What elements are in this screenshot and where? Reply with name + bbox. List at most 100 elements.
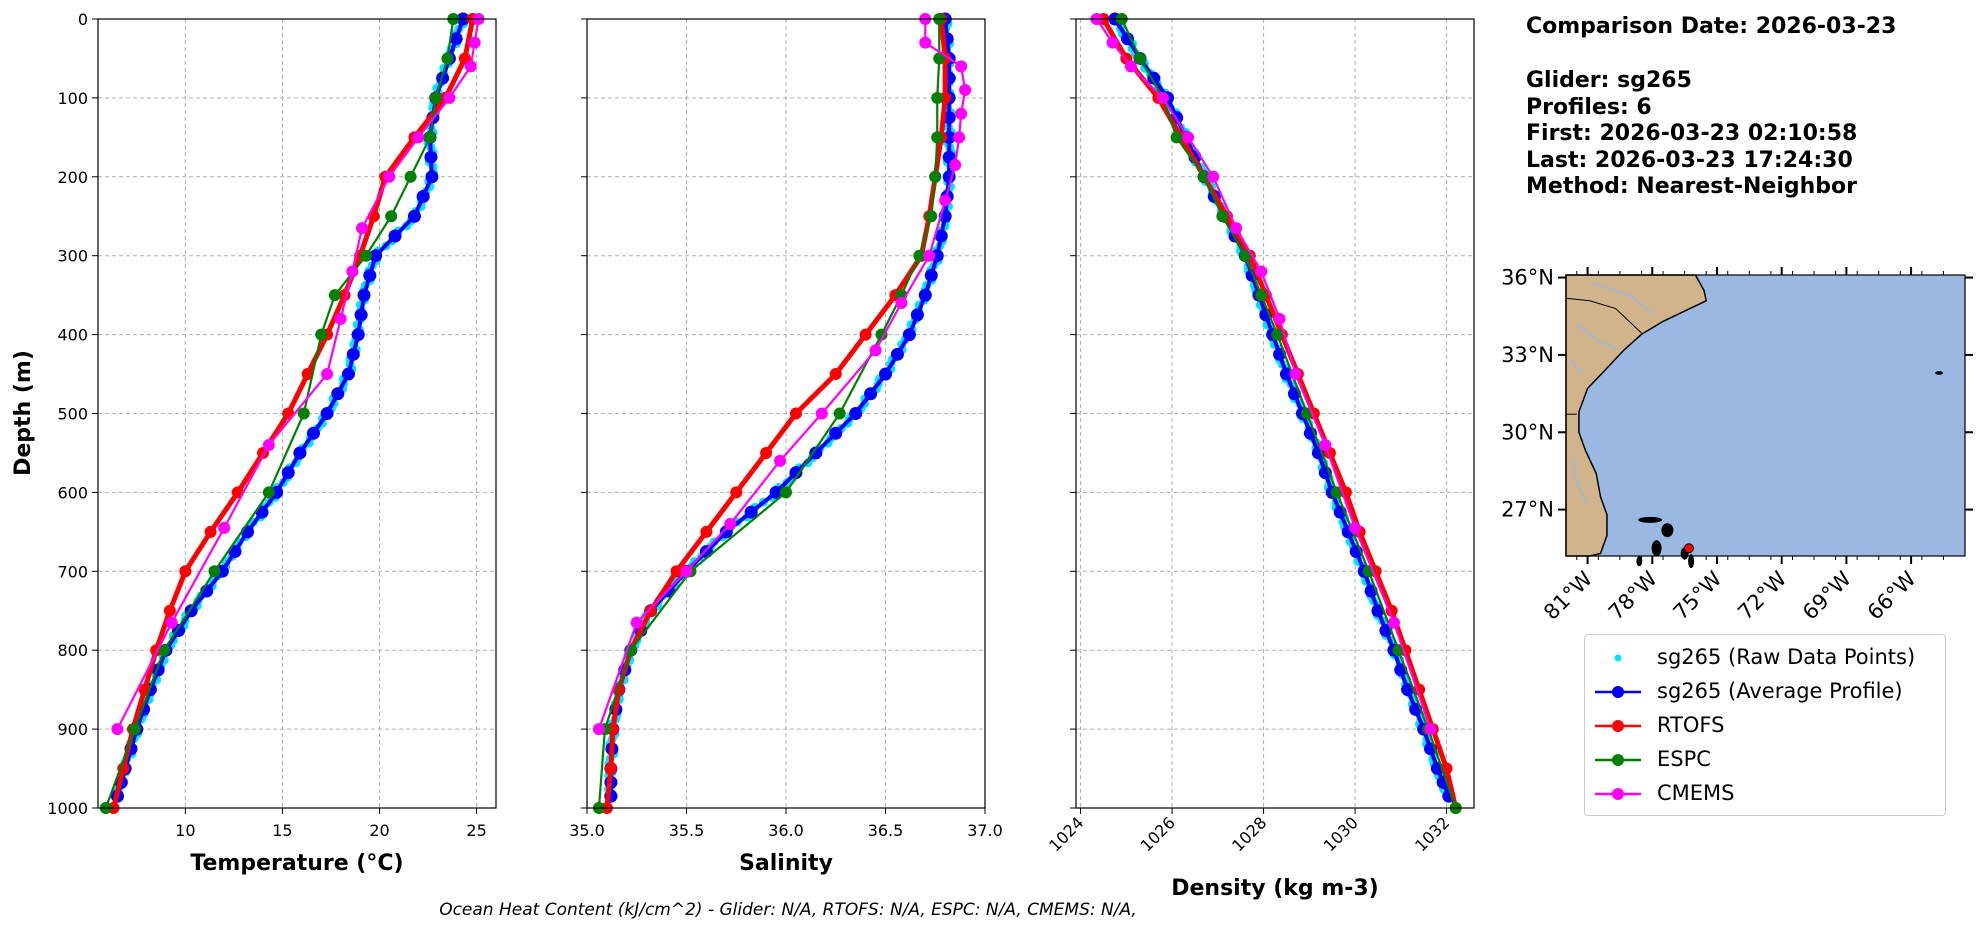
- legend-item-raw: sg265 (Raw Data Points): [1593, 643, 1943, 673]
- lat-label: 36°N: [1501, 266, 1554, 290]
- data-marker: [407, 209, 421, 223]
- data-marker: [1349, 521, 1362, 534]
- data-marker: [929, 170, 942, 183]
- data-marker: [833, 407, 846, 420]
- data-marker: [341, 367, 355, 381]
- y-tick-label: 700: [57, 562, 88, 581]
- x-tick-label: 10: [175, 821, 195, 840]
- data-marker: [953, 131, 966, 144]
- rtofs-swatch: [1595, 720, 1641, 732]
- island: [1651, 540, 1662, 557]
- data-marker: [1387, 616, 1400, 629]
- lat-label: 30°N: [1501, 420, 1554, 444]
- data-marker: [158, 644, 171, 657]
- data-marker: [1198, 170, 1211, 183]
- data-marker: [297, 407, 310, 420]
- series-line-cmems: [1095, 18, 1432, 730]
- data-marker: [1170, 131, 1183, 144]
- island: [1636, 556, 1643, 567]
- last-time: Last: 2026-03-23 17:24:30: [1526, 148, 1853, 173]
- data-marker: [913, 249, 926, 262]
- data-marker: [925, 210, 938, 223]
- y-tick-label: 400: [57, 326, 88, 345]
- data-marker: [949, 158, 962, 171]
- data-marker: [918, 288, 932, 302]
- data-marker: [357, 288, 371, 302]
- data-marker: [592, 723, 605, 736]
- ocean-heat-content-note: Ocean Heat Content (kJ/cm^2) - Glider: N…: [439, 900, 1137, 920]
- y-tick-label: 800: [57, 641, 88, 660]
- data-marker: [890, 347, 904, 361]
- river: [1571, 457, 1589, 505]
- data-marker: [630, 616, 643, 629]
- data-marker: [955, 107, 968, 120]
- data-marker: [385, 210, 398, 223]
- x-tick-label: 1032: [1411, 813, 1453, 855]
- lon-label: 78°W: [1604, 566, 1662, 624]
- data-marker: [700, 525, 713, 538]
- island: [1661, 523, 1674, 538]
- data-marker: [359, 249, 372, 262]
- data-marker: [815, 407, 828, 420]
- data-marker: [218, 521, 231, 534]
- data-marker: [670, 565, 683, 578]
- x-tick-label: 35.0: [569, 821, 605, 840]
- data-marker: [780, 486, 792, 499]
- data-marker: [934, 229, 948, 243]
- data-marker: [1319, 439, 1332, 452]
- data-marker: [354, 308, 368, 322]
- data-marker: [1124, 60, 1137, 73]
- series-line-cmems: [116, 18, 480, 730]
- data-marker: [369, 249, 383, 263]
- data-marker: [441, 52, 454, 65]
- data-marker: [328, 289, 341, 302]
- panel-0: 0 100 200 300 400 500 600 700 800 900 1000 10 15 20 25…: [47, 10, 497, 876]
- data-marker: [939, 194, 952, 207]
- inset-map: 36°N 33°N 30°N 27°N 81°W 78°W 75°W 72°W 69°W 66°W: [1501, 266, 1973, 625]
- data-marker: [1239, 249, 1252, 262]
- data-marker: [262, 439, 275, 452]
- island: [1688, 554, 1695, 569]
- data-marker: [895, 297, 908, 310]
- data-marker: [1401, 683, 1415, 697]
- x-tick-label: 37.0: [967, 821, 1003, 840]
- data-marker: [468, 36, 481, 49]
- x-tick-label: 1026: [1137, 813, 1179, 855]
- legend-label: ESPC: [1657, 747, 1711, 771]
- y-tick-label: 600: [57, 483, 88, 502]
- data-marker: [923, 249, 936, 262]
- data-marker: [293, 446, 307, 460]
- legend-label: sg265 (Average Profile): [1657, 679, 1903, 703]
- x-tick-label: 35.5: [669, 821, 705, 840]
- data-marker: [1279, 367, 1293, 381]
- legend-label: sg265 (Raw Data Points): [1657, 645, 1916, 669]
- data-marker: [1120, 32, 1134, 46]
- glider-location-marker: [1683, 543, 1694, 554]
- data-marker: [644, 604, 657, 617]
- river: [1591, 281, 1653, 315]
- y-tick-label: 500: [57, 405, 88, 424]
- data-marker: [301, 368, 314, 381]
- data-marker: [910, 308, 924, 322]
- data-marker: [829, 368, 842, 381]
- data-marker: [859, 328, 872, 341]
- lon-label: 81°W: [1539, 566, 1597, 624]
- data-marker: [1271, 328, 1284, 341]
- y-tick-label: 1000: [47, 799, 88, 818]
- data-marker: [204, 525, 217, 538]
- data-marker: [1207, 170, 1220, 183]
- data-marker: [208, 565, 221, 578]
- data-marker: [128, 723, 141, 736]
- data-marker: [443, 91, 456, 104]
- map-frame: [1565, 274, 1966, 557]
- y-tick-label: 200: [57, 168, 88, 187]
- data-marker: [789, 466, 803, 480]
- x-axis-label: Temperature (°C): [190, 851, 403, 876]
- data-marker: [346, 265, 359, 278]
- data-marker: [769, 485, 783, 499]
- river: [1576, 323, 1619, 351]
- lat-label: 33°N: [1501, 343, 1554, 367]
- data-marker: [1255, 265, 1268, 278]
- raw-points-swatch: [1614, 654, 1622, 662]
